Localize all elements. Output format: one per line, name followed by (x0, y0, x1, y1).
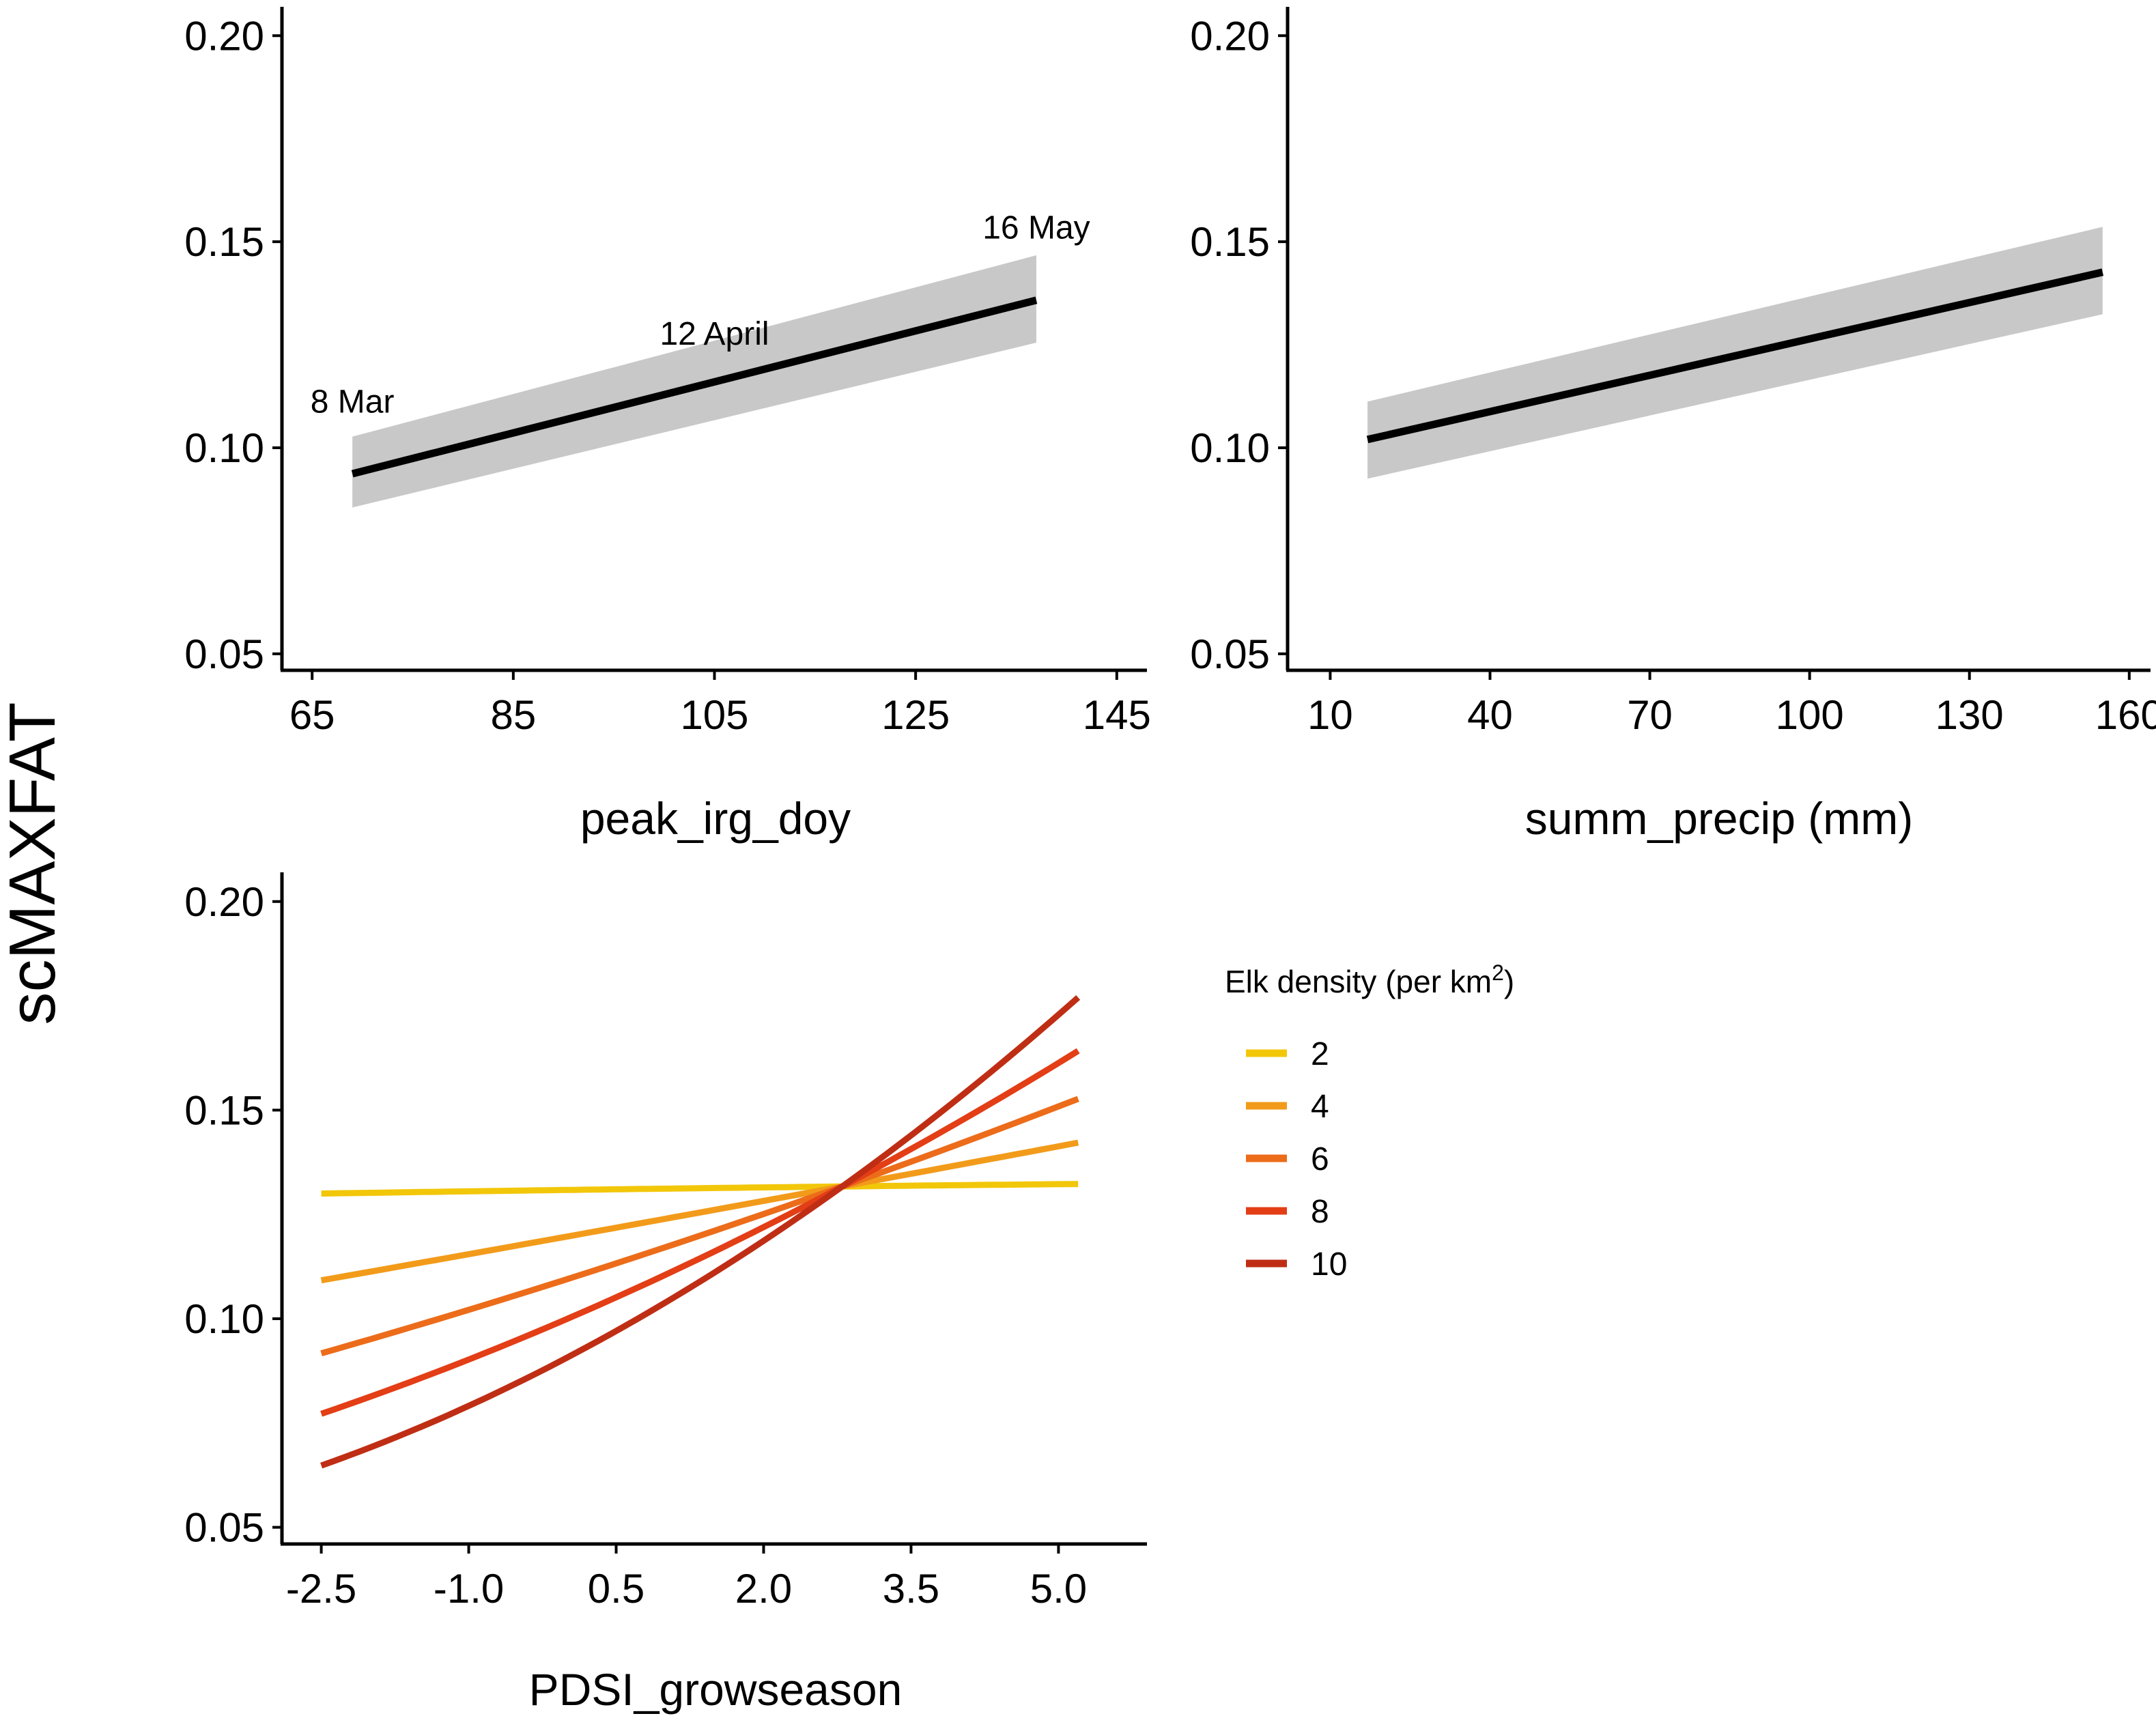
series-line-6 (320, 1096, 1079, 1357)
series-line-fit (351, 296, 1038, 478)
x-tick-label: 85 (490, 692, 536, 738)
x-tick-label: 145 (1083, 692, 1151, 738)
legend: Elk density (per km2) 2 4 6 8 10 (1225, 960, 1514, 1283)
x-tick-label: 2.0 (735, 1566, 792, 1612)
y-tick-label: 0.10 (184, 1296, 264, 1342)
x-tick-label: 0.5 (588, 1566, 644, 1612)
panel-c-x-axis-title: PDSI_growseason (529, 1664, 903, 1715)
x-tick-label: 130 (1935, 692, 2004, 738)
y-tick-label: 0.10 (184, 425, 264, 471)
x-tick-label: 3.5 (883, 1566, 939, 1612)
panel-pdsi-growseason: 0.05 0.10 0.15 0.20 -2.5 -1.0 0.5 2.0 3.5 5.0 PDS… (184, 872, 1147, 1715)
confidence-ribbon (352, 255, 1036, 508)
y-tick-label: 0.05 (184, 631, 264, 677)
series-line-fit (1366, 268, 2104, 444)
x-tick-label: -2.5 (286, 1566, 356, 1612)
y-tick-label: 0.20 (184, 879, 264, 925)
x-tick-label: 160 (2095, 692, 2156, 738)
panel-a-x-axis-title: peak_irg_doy (580, 793, 851, 844)
x-tick-label: 100 (1776, 692, 1844, 738)
series-line-8 (320, 1048, 1080, 1417)
legend-label: 4 (1311, 1089, 1329, 1125)
x-tick-label: 10 (1307, 692, 1353, 738)
y-tick-label: 0.05 (1190, 631, 1270, 677)
x-tick-label: 65 (289, 692, 335, 738)
y-tick-label: 0.15 (1190, 219, 1270, 265)
y-tick-label: 0.15 (184, 219, 264, 265)
series-line-2 (321, 1181, 1079, 1197)
series-line-4 (320, 1139, 1079, 1284)
panel-summ-precip: 0.05 0.10 0.15 0.20 10 40 70 100 130 160 summ_pre… (1190, 7, 2156, 844)
y-tick-label: 0.20 (1190, 13, 1270, 59)
legend-label: 2 (1311, 1036, 1329, 1072)
panel-peak-irg-doy: 8 Mar 12 April 16 May 0.05 0.10 0.15 0.20 65 85… (184, 7, 1151, 844)
y-tick-label: 0.15 (184, 1087, 264, 1133)
legend-label: 8 (1311, 1194, 1329, 1230)
x-tick-label: 5.0 (1030, 1566, 1087, 1612)
legend-title: Elk density (per km2) (1225, 960, 1514, 999)
annotation-label: 12 April (659, 316, 769, 352)
x-tick-label: 125 (881, 692, 950, 738)
annotation-label: 16 May (982, 210, 1090, 246)
x-tick-label: 70 (1627, 692, 1673, 738)
legend-label: 6 (1311, 1141, 1329, 1177)
series-line-10 (320, 995, 1081, 1469)
legend-title-superscript: 2 (1492, 960, 1504, 985)
legend-label: 10 (1311, 1246, 1347, 1283)
x-tick-label: 40 (1467, 692, 1513, 738)
x-tick-label: 105 (680, 692, 748, 738)
y-tick-label: 0.10 (1190, 425, 1270, 471)
panel-b-x-axis-title: summ_precip (mm) (1525, 793, 1913, 844)
annotation-label: 8 Mar (311, 384, 395, 420)
x-tick-label: -1.0 (434, 1566, 504, 1612)
y-tick-label: 0.05 (184, 1505, 264, 1551)
y-tick-label: 0.20 (184, 13, 264, 59)
shared-y-axis-label: scMAXFAT (0, 702, 69, 1025)
